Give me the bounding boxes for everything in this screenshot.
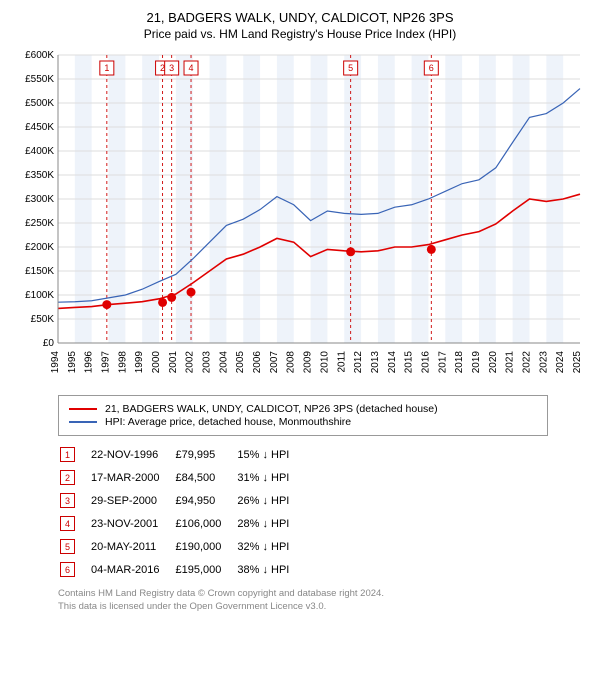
table-row: 423-NOV-2001£106,00028% ↓ HPI (60, 513, 303, 534)
row-date: 23-NOV-2001 (91, 513, 173, 534)
row-date: 22-NOV-1996 (91, 444, 173, 465)
table-row: 217-MAR-2000£84,50031% ↓ HPI (60, 467, 303, 488)
row-num: 1 (60, 444, 89, 465)
row-num: 3 (60, 490, 89, 511)
row-delta: 26% ↓ HPI (237, 490, 303, 511)
svg-text:2017: 2017 (437, 351, 448, 374)
title-line-1: 21, BADGERS WALK, UNDY, CALDICOT, NP26 3… (10, 10, 590, 25)
svg-text:4: 4 (189, 63, 194, 73)
row-price: £79,995 (175, 444, 235, 465)
title-line-2: Price paid vs. HM Land Registry's House … (10, 27, 590, 41)
legend-swatch-blue (69, 421, 97, 423)
svg-text:£550K: £550K (25, 74, 54, 85)
svg-text:2013: 2013 (370, 351, 381, 374)
svg-text:2010: 2010 (319, 351, 330, 374)
svg-text:£350K: £350K (25, 170, 54, 181)
svg-text:2014: 2014 (387, 351, 398, 374)
footnote-line-1: Contains HM Land Registry data © Crown c… (58, 588, 590, 601)
row-delta: 28% ↓ HPI (237, 513, 303, 534)
svg-text:2024: 2024 (555, 351, 566, 374)
row-delta: 31% ↓ HPI (237, 467, 303, 488)
svg-text:1997: 1997 (101, 351, 112, 374)
row-date: 17-MAR-2000 (91, 467, 173, 488)
svg-text:£0: £0 (43, 338, 55, 349)
svg-text:2020: 2020 (488, 351, 499, 374)
svg-text:2007: 2007 (269, 351, 280, 374)
svg-text:6: 6 (429, 63, 434, 73)
svg-text:2022: 2022 (521, 351, 532, 374)
legend-label-red: 21, BADGERS WALK, UNDY, CALDICOT, NP26 3… (105, 403, 438, 415)
row-delta: 38% ↓ HPI (237, 559, 303, 580)
row-date: 04-MAR-2016 (91, 559, 173, 580)
svg-text:£250K: £250K (25, 218, 54, 229)
svg-text:2019: 2019 (471, 351, 482, 374)
svg-text:1: 1 (104, 63, 109, 73)
row-price: £190,000 (175, 536, 235, 557)
svg-text:2012: 2012 (353, 351, 364, 374)
row-date: 29-SEP-2000 (91, 490, 173, 511)
svg-text:2005: 2005 (235, 351, 246, 374)
row-price: £94,950 (175, 490, 235, 511)
row-price: £106,000 (175, 513, 235, 534)
svg-text:3: 3 (169, 63, 174, 73)
svg-text:2009: 2009 (303, 351, 314, 374)
row-num: 5 (60, 536, 89, 557)
svg-text:2018: 2018 (454, 351, 465, 374)
svg-text:2023: 2023 (538, 351, 549, 374)
svg-text:1999: 1999 (134, 351, 145, 374)
svg-text:1996: 1996 (84, 351, 95, 374)
row-date: 20-MAY-2011 (91, 536, 173, 557)
title-block: 21, BADGERS WALK, UNDY, CALDICOT, NP26 3… (10, 10, 590, 41)
row-price: £84,500 (175, 467, 235, 488)
row-delta: 32% ↓ HPI (237, 536, 303, 557)
table-row: 604-MAR-2016£195,00038% ↓ HPI (60, 559, 303, 580)
row-delta: 15% ↓ HPI (237, 444, 303, 465)
svg-text:£50K: £50K (31, 314, 55, 325)
svg-text:2008: 2008 (286, 351, 297, 374)
footnote: Contains HM Land Registry data © Crown c… (58, 588, 590, 614)
svg-text:£450K: £450K (25, 122, 54, 133)
table-row: 329-SEP-2000£94,95026% ↓ HPI (60, 490, 303, 511)
svg-text:£600K: £600K (25, 50, 54, 61)
svg-text:£500K: £500K (25, 98, 54, 109)
legend-swatch-red (69, 408, 97, 410)
chart-area: £0 £50K £100K £150K £200K £250K £300K £350K £400… (10, 47, 590, 387)
legend-row-red: 21, BADGERS WALK, UNDY, CALDICOT, NP26 3… (69, 403, 537, 415)
table-row: 520-MAY-2011£190,00032% ↓ HPI (60, 536, 303, 557)
row-num: 6 (60, 559, 89, 580)
footnote-line-2: This data is licensed under the Open Gov… (58, 601, 590, 614)
row-num: 2 (60, 467, 89, 488)
svg-text:£100K: £100K (25, 290, 54, 301)
svg-text:£200K: £200K (25, 242, 54, 253)
svg-text:5: 5 (348, 63, 353, 73)
svg-text:2004: 2004 (218, 351, 229, 374)
svg-text:2025: 2025 (572, 351, 583, 374)
svg-text:2003: 2003 (202, 351, 213, 374)
svg-text:2002: 2002 (185, 351, 196, 374)
svg-text:2006: 2006 (252, 351, 263, 374)
svg-text:2016: 2016 (420, 351, 431, 374)
svg-text:2001: 2001 (168, 351, 179, 374)
svg-text:2015: 2015 (404, 351, 415, 374)
svg-text:£400K: £400K (25, 146, 54, 157)
svg-text:2011: 2011 (336, 351, 347, 373)
legend: 21, BADGERS WALK, UNDY, CALDICOT, NP26 3… (58, 395, 548, 436)
svg-text:1998: 1998 (117, 351, 128, 374)
transactions-table: 122-NOV-1996£79,99515% ↓ HPI217-MAR-2000… (58, 442, 305, 582)
svg-text:2000: 2000 (151, 351, 162, 374)
svg-text:1995: 1995 (67, 351, 78, 374)
legend-row-blue: HPI: Average price, detached house, Monm… (69, 416, 537, 428)
svg-text:£150K: £150K (25, 266, 54, 277)
row-price: £195,000 (175, 559, 235, 580)
svg-text:1994: 1994 (50, 351, 61, 374)
svg-text:2021: 2021 (505, 351, 516, 374)
svg-text:£300K: £300K (25, 194, 54, 205)
row-num: 4 (60, 513, 89, 534)
legend-label-blue: HPI: Average price, detached house, Monm… (105, 416, 351, 428)
table-row: 122-NOV-1996£79,99515% ↓ HPI (60, 444, 303, 465)
price-chart-svg: £0 £50K £100K £150K £200K £250K £300K £350K £400… (10, 47, 590, 387)
